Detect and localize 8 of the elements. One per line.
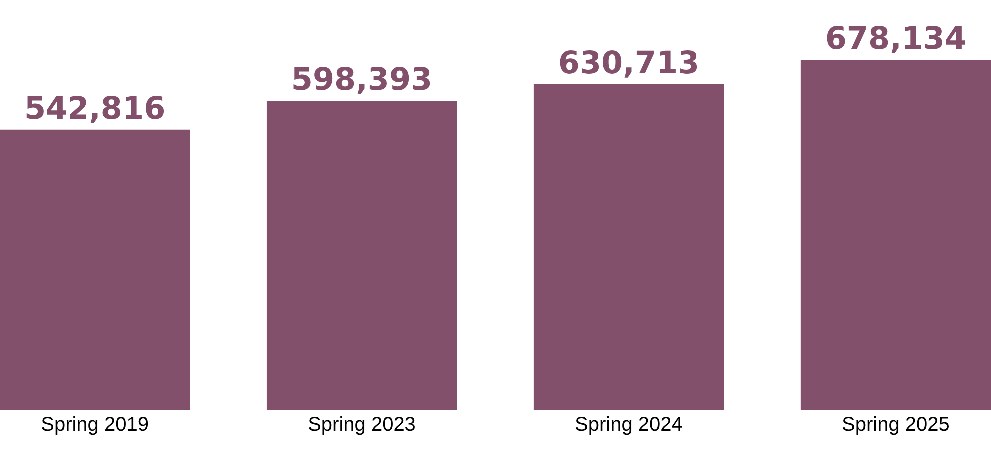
x-tick-label: Spring 2025 xyxy=(842,414,950,436)
data-label: 542,816 xyxy=(24,90,166,127)
x-tick-label: Spring 2024 xyxy=(575,414,683,436)
x-tick-label: Spring 2023 xyxy=(308,414,416,436)
data-label: 678,134 xyxy=(825,21,967,57)
data-label: 598,393 xyxy=(291,62,433,98)
data-label: 630,713 xyxy=(558,45,700,82)
x-tick-label: Spring 2019 xyxy=(41,414,149,436)
